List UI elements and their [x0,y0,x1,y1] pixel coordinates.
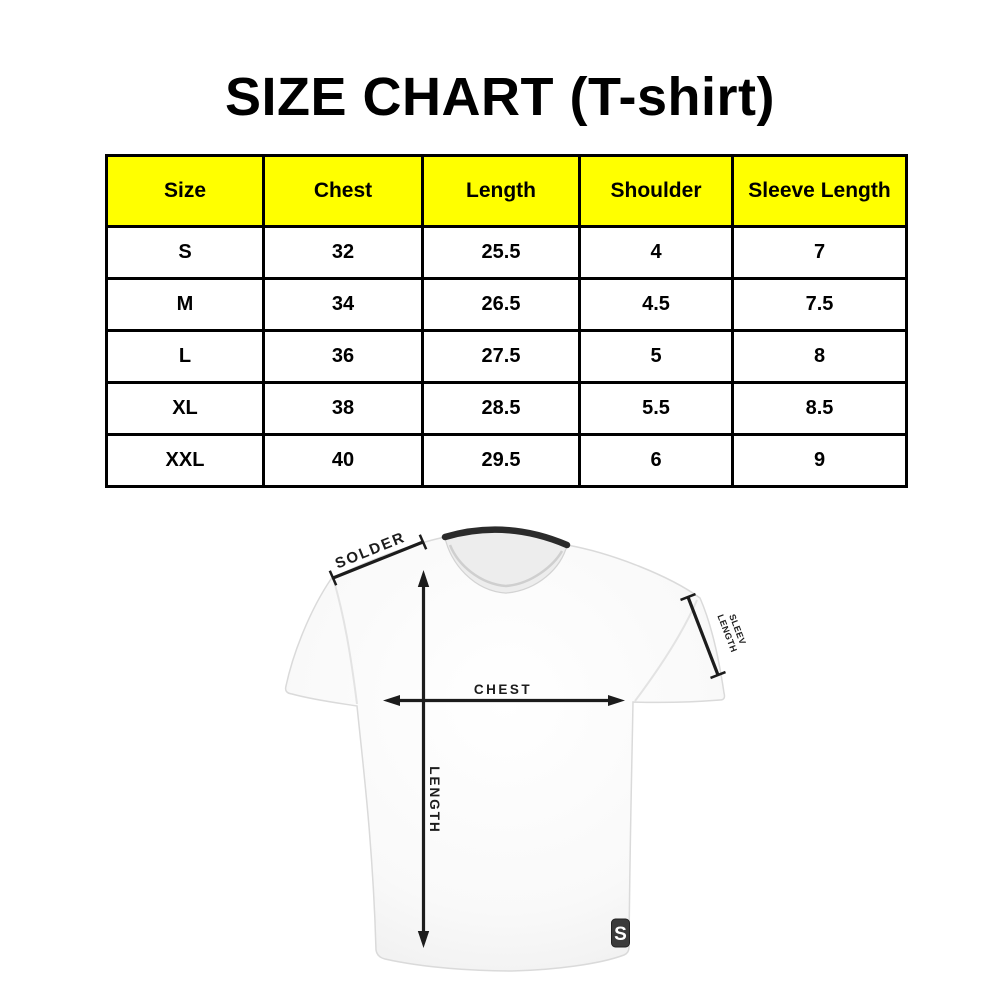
page-title: SIZE CHART (T-shirt) [225,67,775,127]
cell-chest: 32 [262,225,424,280]
chest-label: CHEST [474,682,532,697]
cell-length: 25.5 [421,225,581,280]
shirt-illustration: S SOLDER LENGTH CHEST SL [284,526,748,972]
cell-chest: 38 [262,381,424,436]
table-row-xxl: XXL 40 29.5 6 9 [105,433,908,488]
cell-shoulder: 5.5 [578,381,734,436]
left-sleeve-seam [333,580,358,705]
cell-length: 26.5 [421,277,581,332]
chest-arrow [383,695,625,706]
shoulder-dimension-line [328,534,428,586]
cell-chest: 36 [262,329,424,384]
collar-band [441,526,571,549]
cell-sleeve-length: 8.5 [731,381,908,436]
brand-badge: S [611,918,630,948]
table-row-s: S 32 25.5 4 7 [105,225,908,280]
cell-size: M [105,277,265,332]
cell-shoulder: 4 [578,225,734,280]
column-header-sleeve-length: Sleeve Length [731,154,908,228]
table-header-row: Size Chest Length Shoulder Sleeve Length [105,154,908,228]
column-header-shoulder: Shoulder [578,154,734,228]
length-label: LENGTH [427,766,442,834]
cell-size: L [105,329,265,384]
sleeve-dimension-line [680,592,726,680]
cell-sleeve-length: 7 [731,225,908,280]
cell-size: XL [105,381,265,436]
table-row-l: L 36 27.5 5 8 [105,329,908,384]
size-chart-table: Size Chest Length Shoulder Sleeve Length… [105,154,908,488]
cell-shoulder: 6 [578,433,734,488]
tshirt-measurement-diagram: S SOLDER LENGTH CHEST SL [250,505,770,1000]
table-row-m: M 34 26.5 4.5 7.5 [105,277,908,332]
cell-sleeve-length: 8 [731,329,908,384]
cell-length: 29.5 [421,433,581,488]
length-arrow [417,570,430,948]
cell-shoulder: 5 [578,329,734,384]
cell-size: XXL [105,433,265,488]
column-header-size: Size [105,154,265,228]
cell-length: 27.5 [421,329,581,384]
neck-inner-shadow-line [448,544,564,588]
column-header-length: Length [421,154,581,228]
brand-badge-letter: S [614,924,627,945]
cell-chest: 40 [262,433,424,488]
column-header-chest: Chest [262,154,424,228]
cell-length: 28.5 [421,381,581,436]
sleeve-label: SLEEV LENGTH [715,613,748,654]
cell-sleeve-length: 7.5 [731,277,908,332]
cell-chest: 34 [262,277,424,332]
table-row-xl: XL 38 28.5 5.5 8.5 [105,381,908,436]
cell-size: S [105,225,265,280]
cell-sleeve-length: 9 [731,433,908,488]
cell-shoulder: 4.5 [578,277,734,332]
shirt-silhouette [284,536,726,972]
